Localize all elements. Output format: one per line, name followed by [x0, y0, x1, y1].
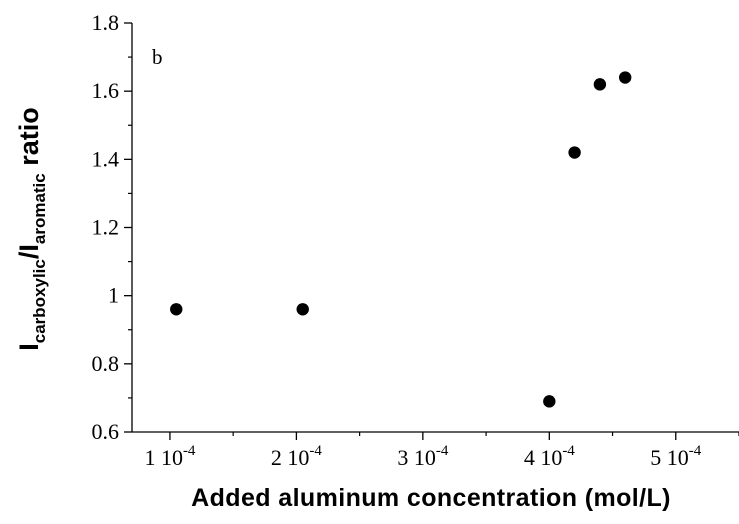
x-axis-title: Added aluminum concentration (mol/L) — [191, 484, 671, 512]
y-axis-title-main: I — [14, 343, 44, 351]
data-point — [296, 303, 309, 316]
data-point — [618, 71, 632, 84]
panel-label: b — [152, 45, 163, 69]
y-axis-title-sub2: aromatic — [30, 173, 49, 244]
x-tick-label: 4 10-4 — [524, 443, 575, 470]
y-tick-label: 1.2 — [92, 215, 120, 240]
y-axis-title-sub1: carboxylic — [30, 259, 49, 343]
y-axis-title-suffix: ratio — [14, 107, 44, 173]
y-tick-label: 1 — [108, 283, 119, 308]
y-tick-label: 0.6 — [92, 419, 120, 444]
y-axis-title: Icarboxylic/Iaromatic ratio — [14, 107, 49, 351]
y-tick-label: 1.4 — [92, 146, 120, 171]
y-axis-title-sep: /I — [14, 244, 44, 259]
y-tick-label: 1.6 — [92, 78, 120, 103]
x-tick-label: 3 10-4 — [397, 443, 448, 470]
x-tick-label: 1 10-4 — [144, 443, 195, 470]
x-tick-label: 2 10-4 — [271, 443, 322, 470]
y-tick-label: 1.8 — [92, 10, 120, 35]
y-tick-label: 0.8 — [92, 351, 120, 376]
data-point — [568, 146, 581, 159]
data-point — [543, 395, 556, 408]
x-tick-label: 5 10-4 — [650, 443, 701, 470]
data-point — [170, 303, 183, 316]
data-point — [593, 78, 607, 91]
y-axis-ticks: 0.6 0.8 1 1.2 1.4 1.6 1.8 — [92, 10, 132, 444]
plot-frame — [131, 23, 739, 433]
x-axis-ticks: 1 10-4 2 10-4 3 10-4 4 10-4 5 10-4 — [144, 432, 739, 470]
data-points — [170, 71, 632, 408]
